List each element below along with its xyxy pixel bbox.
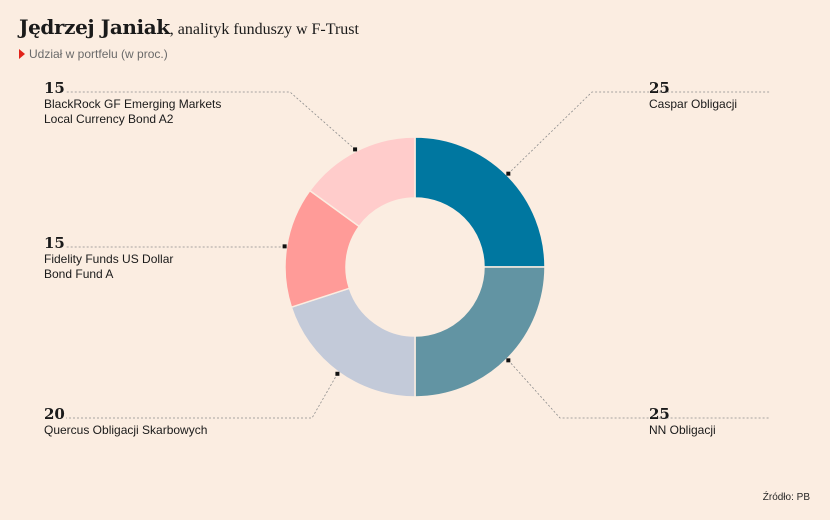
value-nn: 25 <box>649 405 670 423</box>
value-fidelity: 15 <box>44 234 65 252</box>
red-triangle-icon <box>19 49 25 59</box>
chart-title: Jędrzej Janiak, analityk funduszy w F-Tr… <box>19 17 739 38</box>
label-blackrock: 15 BlackRock GF Emerging Markets Local C… <box>44 80 221 127</box>
label-nn: 25 NN Obligacji <box>649 406 716 438</box>
leader-blackrock <box>66 91 356 150</box>
label-fidelity: 15 Fidelity Funds US Dollar Bond Fund A <box>44 235 173 282</box>
name-nn: NN Obligacji <box>649 423 716 437</box>
subtitle-text: Udział w portfelu (w proc.) <box>29 47 168 61</box>
name-blackrock: BlackRock GF Emerging Markets Local Curr… <box>44 97 222 126</box>
slice-nn <box>414 266 546 398</box>
value-blackrock: 15 <box>44 79 65 97</box>
dot-quercus <box>335 371 340 376</box>
leader-nn <box>508 360 770 419</box>
title-rest: , analityk funduszy w F-Trust <box>169 21 359 38</box>
leader-quercus <box>66 373 338 419</box>
slice-quercus <box>290 287 416 398</box>
leader-caspar <box>508 91 770 174</box>
label-caspar: 25 Caspar Obligacji <box>649 80 737 112</box>
dot-blackrock <box>353 147 358 152</box>
leader-dots <box>282 147 511 376</box>
chart-subtitle: Udział w portfelu (w proc.) <box>19 47 739 61</box>
label-quercus: 20 Quercus Obligacji Skarbowych <box>44 406 207 438</box>
dot-nn <box>506 358 511 363</box>
name-quercus: Quercus Obligacji Skarbowych <box>44 423 208 437</box>
value-quercus: 20 <box>44 405 65 423</box>
dot-fidelity <box>282 244 287 249</box>
title-name: Jędrzej Janiak <box>19 15 170 39</box>
name-fidelity: Fidelity Funds US Dollar Bond Fund A <box>44 252 174 281</box>
name-caspar: Caspar Obligacji <box>649 97 738 111</box>
value-caspar: 25 <box>649 79 670 97</box>
source-note: Źródło: PB <box>762 492 810 503</box>
slice-caspar <box>414 136 546 268</box>
donut-slices <box>284 136 546 398</box>
chart-header: Jędrzej Janiak, analityk funduszy w F-Tr… <box>19 17 739 61</box>
dot-caspar <box>506 171 511 176</box>
slice-blackrock <box>308 136 416 228</box>
